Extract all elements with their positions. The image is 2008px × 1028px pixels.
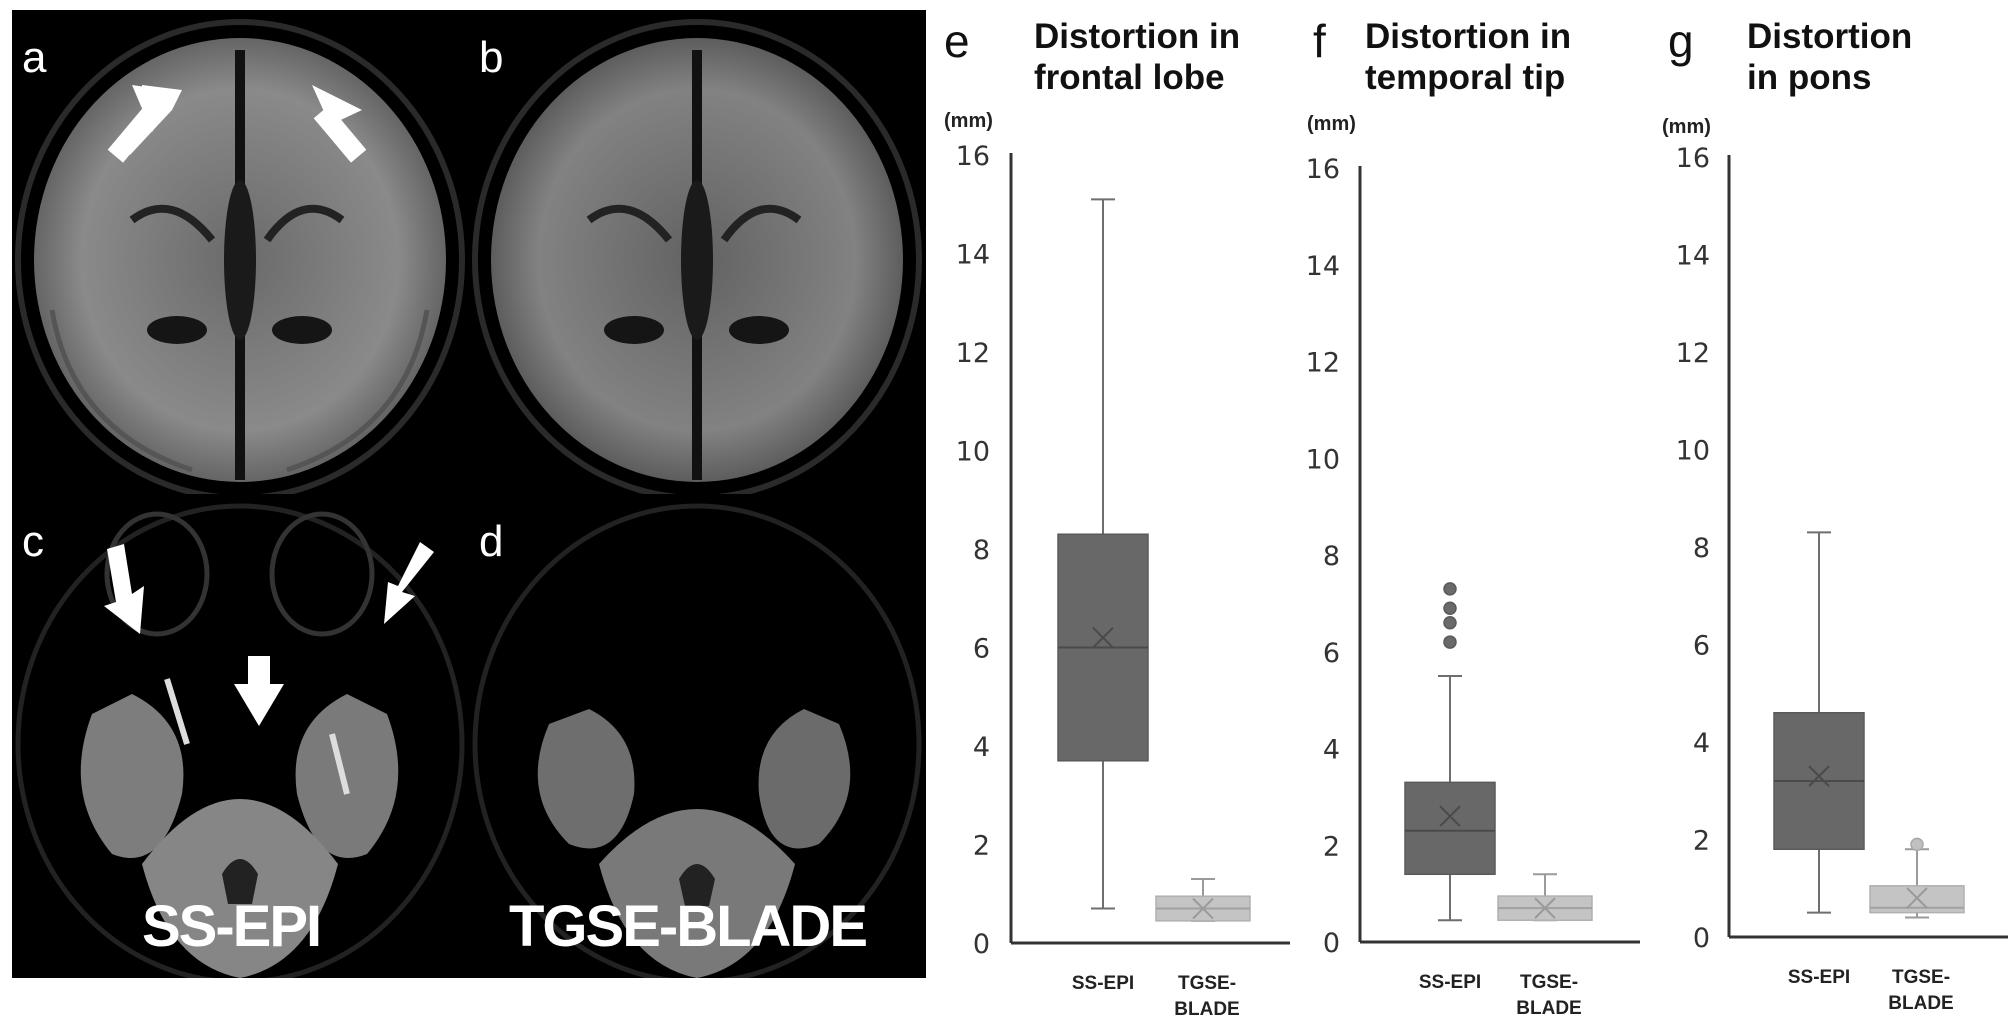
y-tick-label: 6 xyxy=(973,634,990,665)
x-category-label: BLADE xyxy=(1516,998,1581,1019)
y-tick-label: 10 xyxy=(956,437,990,468)
y-tick-label: 10 xyxy=(1676,436,1710,467)
mean-marker xyxy=(1092,626,1114,649)
x-category-label: SS-EPI xyxy=(1072,973,1134,994)
mri-panel-a: a xyxy=(12,10,469,494)
mean-marker xyxy=(1439,805,1461,827)
y-tick-label: 0 xyxy=(1323,928,1340,959)
y-tick-label: 14 xyxy=(1676,241,1710,272)
arrow-icon xyxy=(107,85,182,163)
y-tick-label: 12 xyxy=(1306,348,1340,379)
mri-panel-d: d xyxy=(469,494,926,978)
box-ss-epi xyxy=(1057,198,1149,910)
x-category-label: BLADE xyxy=(1174,999,1239,1020)
mean-marker xyxy=(1906,887,1928,909)
panel-label-b: b xyxy=(479,33,504,82)
y-tick-label: 0 xyxy=(973,929,990,960)
brain-axial-image xyxy=(472,19,922,494)
y-tick-label: 4 xyxy=(973,732,990,763)
sequence-label-ss-epi: SS-EPI xyxy=(142,894,322,959)
y-tick-label: 4 xyxy=(1693,728,1710,759)
y-tick-label: 16 xyxy=(1676,143,1710,174)
mri-montage: a b xyxy=(12,10,926,978)
y-tick-label: 2 xyxy=(973,831,990,862)
chart-letter-e: e xyxy=(944,15,970,67)
x-category-label: TGSE- xyxy=(1520,972,1578,993)
y-axis-unit-g: (mm) xyxy=(1662,116,1711,138)
y-tick-label: 6 xyxy=(1693,631,1710,662)
mean-marker xyxy=(1808,765,1830,787)
outlier-point xyxy=(1443,635,1457,649)
mean-marker xyxy=(1192,897,1214,920)
y-axis-unit-e: (mm) xyxy=(944,110,993,132)
panel-label-d: d xyxy=(479,517,504,566)
y-axis-unit-f: (mm) xyxy=(1307,113,1356,135)
y-tick-label: 12 xyxy=(1676,338,1710,369)
sequence-label-tgse-blade: TGSE-BLADE xyxy=(509,894,868,959)
outlier-point xyxy=(1443,615,1457,630)
chart-title-e: Distortion in frontal lobe xyxy=(1034,17,1241,97)
y-tick-label: 2 xyxy=(1323,831,1340,862)
y-tick-label: 2 xyxy=(1693,826,1710,857)
y-tick-label: 8 xyxy=(1323,541,1340,572)
arrow-icon xyxy=(384,542,434,624)
chart-letter-f: f xyxy=(1313,15,1326,67)
box-tgse-blade xyxy=(1155,877,1251,922)
x-category-label: SS-EPI xyxy=(1788,967,1850,988)
y-tick-label: 0 xyxy=(1693,923,1710,954)
y-tick-label: 8 xyxy=(973,535,990,566)
arrow-icon xyxy=(234,656,284,726)
box-tgse-blade xyxy=(1869,837,1965,919)
y-tick-label: 10 xyxy=(1306,444,1340,475)
y-tick-label: 8 xyxy=(1693,533,1710,564)
y-tick-label: 16 xyxy=(1306,154,1340,185)
x-category-label: BLADE xyxy=(1888,993,1953,1014)
brain-axial-image xyxy=(15,503,465,978)
y-tick-label: 16 xyxy=(956,141,990,172)
panel-label-a: a xyxy=(22,33,47,82)
mri-panel-b: b xyxy=(469,10,926,494)
y-tick-label: 6 xyxy=(1323,638,1340,669)
box-ss-epi xyxy=(1773,531,1865,914)
brain-axial-image xyxy=(472,503,922,978)
x-category-label: TGSE- xyxy=(1892,967,1950,988)
y-tick-label: 12 xyxy=(956,338,990,369)
outlier-point xyxy=(1910,837,1924,852)
box-ss-epi xyxy=(1404,582,1496,922)
iqr-box xyxy=(1404,781,1496,876)
y-tick-label: 14 xyxy=(956,240,990,271)
x-category-label: SS-EPI xyxy=(1419,972,1481,993)
chart-title-f: Distortion in temporal tip xyxy=(1365,17,1572,97)
y-tick-label: 4 xyxy=(1323,735,1340,766)
arrow-icon xyxy=(312,85,367,163)
outlier-point xyxy=(1443,582,1457,596)
outlier-point xyxy=(1443,601,1457,615)
y-tick-label: 14 xyxy=(1306,251,1340,282)
panel-label-c: c xyxy=(22,517,44,566)
arrow-icon xyxy=(104,544,144,634)
mean-marker xyxy=(1534,897,1556,919)
box-tgse-blade xyxy=(1497,873,1593,922)
mri-panel-c: c xyxy=(12,494,469,978)
chart-letter-g: g xyxy=(1668,15,1694,67)
chart-title-g: Distortion in pons xyxy=(1747,17,1913,97)
x-category-label: TGSE- xyxy=(1178,973,1236,994)
